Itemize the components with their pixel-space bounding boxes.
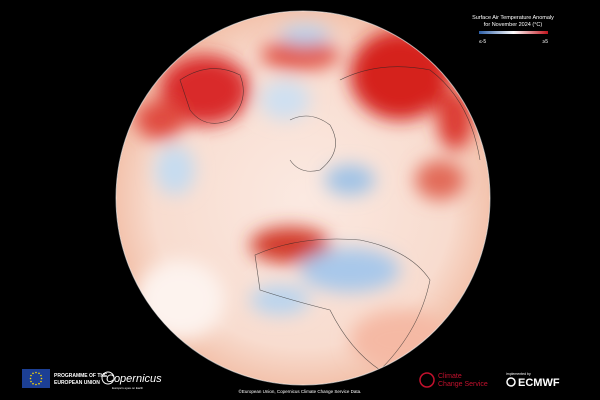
- footer: PROGRAMME OF THE EUROPEAN UNION Copernic…: [22, 369, 560, 394]
- legend: Surface Air Temperature Anomaly for Nove…: [472, 15, 554, 45]
- legend-max: ≥5: [542, 39, 548, 45]
- ecmwf-logo: ECMWF: [518, 377, 560, 389]
- legend-min: ≤-5: [479, 39, 486, 45]
- credit: ©European Union, Copernicus Climate Chan…: [239, 388, 362, 394]
- color-bar: [479, 31, 548, 34]
- implemented-by: implemented by: [506, 372, 531, 376]
- c3s-text: Climate: [438, 373, 462, 380]
- copernicus-tagline: Europe's eyes on Earth: [112, 386, 143, 390]
- c3s-icon: [419, 372, 435, 388]
- ecmwf-icon: [506, 377, 516, 387]
- legend-title: for November 2024 (°C): [484, 22, 543, 28]
- globe-edge: [115, 10, 491, 386]
- eu-text: PROGRAMME OF THE: [54, 373, 108, 379]
- c3s-text: Change Service: [438, 381, 488, 388]
- copernicus-logo: Copernicus: [106, 373, 162, 385]
- globe: [116, 11, 490, 385]
- legend-title: Surface Air Temperature Anomaly: [472, 15, 554, 21]
- copernicus-icon: [101, 371, 115, 385]
- eu-flag: [22, 369, 50, 388]
- eu-stars: [29, 371, 43, 386]
- eu-text: EUROPEAN UNION: [54, 380, 100, 386]
